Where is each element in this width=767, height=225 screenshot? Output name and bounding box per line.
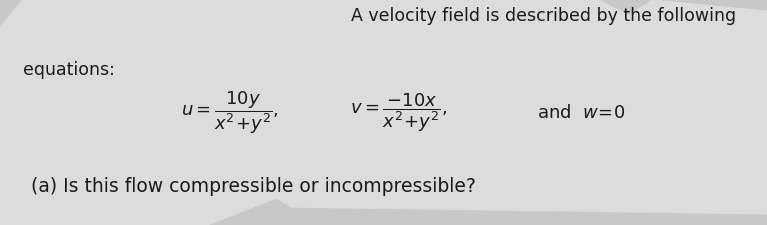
Text: (a) Is this flow compressible or incompressible?: (a) Is this flow compressible or incompr… — [31, 177, 476, 196]
Text: A velocity field is described by the following: A velocity field is described by the fol… — [351, 7, 736, 25]
Text: equations:: equations: — [23, 61, 115, 79]
Text: $\mathrm{and}\ \ w\!=\!0$: $\mathrm{and}\ \ w\!=\!0$ — [537, 104, 626, 122]
Text: $u = \dfrac{10y}{x^2\!+\!y^2},$: $u = \dfrac{10y}{x^2\!+\!y^2},$ — [181, 89, 279, 136]
Text: $v = \dfrac{-10x}{x^2\!+\!y^2},$: $v = \dfrac{-10x}{x^2\!+\!y^2},$ — [351, 91, 447, 134]
